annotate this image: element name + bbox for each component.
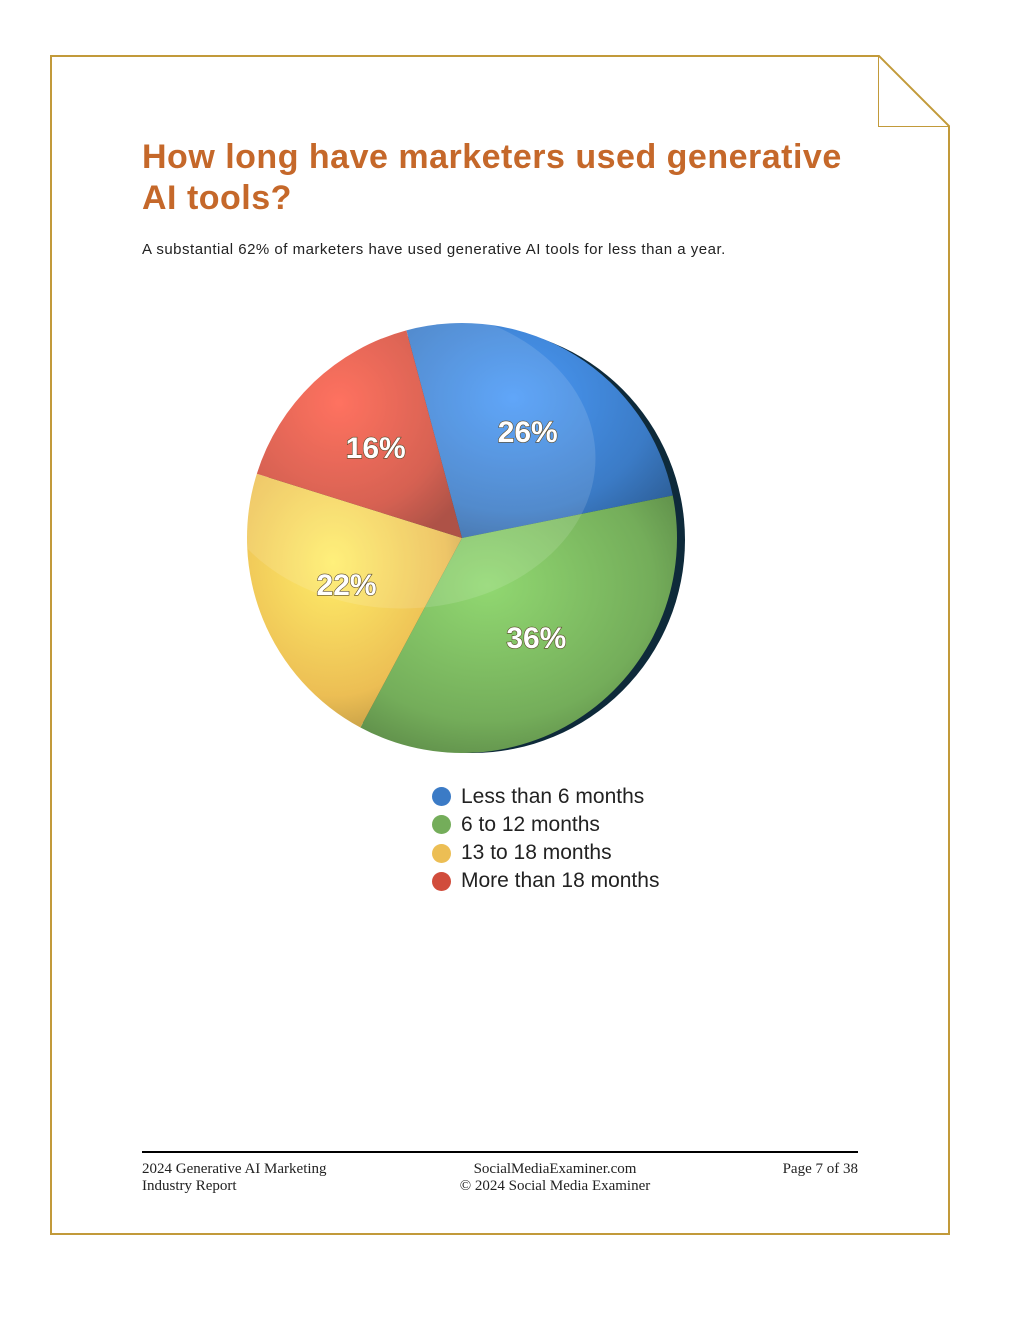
legend-label: 13 to 18 months	[461, 840, 612, 866]
legend-swatch	[432, 815, 451, 834]
footer-left: 2024 Generative AI Marketing Industry Re…	[142, 1161, 402, 1195]
footer-center-line1: SocialMediaExaminer.com	[474, 1161, 637, 1177]
pie-slice-label: 22%	[317, 569, 377, 602]
pie-slice-label: 16%	[346, 432, 406, 465]
footer-left-line2: Industry Report	[142, 1178, 237, 1194]
page-title: How long have marketers used generative …	[142, 137, 862, 219]
legend-label: More than 18 months	[461, 868, 659, 894]
footer-center: SocialMediaExaminer.com © 2024 Social Me…	[402, 1161, 708, 1195]
legend-swatch	[432, 844, 451, 863]
legend-label: Less than 6 months	[461, 784, 644, 810]
page: How long have marketers used generative …	[0, 0, 1020, 1320]
chart-legend: Less than 6 months6 to 12 months13 to 18…	[432, 784, 712, 895]
footer-divider	[142, 1151, 858, 1153]
legend-item: Less than 6 months	[432, 784, 712, 810]
legend-item: 13 to 18 months	[432, 840, 712, 866]
legend-swatch	[432, 872, 451, 891]
footer-center-line2: © 2024 Social Media Examiner	[460, 1178, 651, 1194]
footer-page-number: Page 7 of 38	[783, 1161, 858, 1177]
page-subtitle: A substantial 62% of marketers have used…	[142, 241, 862, 258]
footer-right: Page 7 of 38	[708, 1161, 858, 1195]
legend-item: More than 18 months	[432, 868, 712, 894]
legend-item: 6 to 12 months	[432, 812, 712, 838]
pie-slice-label: 26%	[498, 416, 558, 449]
legend-swatch	[432, 787, 451, 806]
legend-label: 6 to 12 months	[461, 812, 600, 838]
page-footer: 2024 Generative AI Marketing Industry Re…	[142, 1151, 858, 1195]
page-fold-icon	[878, 55, 950, 127]
pie-chart-svg: 26% 36% 22% 16%	[232, 298, 692, 778]
pie-chart: 26% 36% 22% 16% Less than 6 months6 to 12 m…	[232, 298, 712, 918]
page-border: How long have marketers used generative …	[50, 55, 950, 1235]
footer-row: 2024 Generative AI Marketing Industry Re…	[142, 1161, 858, 1195]
footer-left-line1: 2024 Generative AI Marketing	[142, 1161, 327, 1177]
pie-slice-label: 36%	[506, 622, 566, 655]
content-area: How long have marketers used generative …	[142, 137, 862, 918]
